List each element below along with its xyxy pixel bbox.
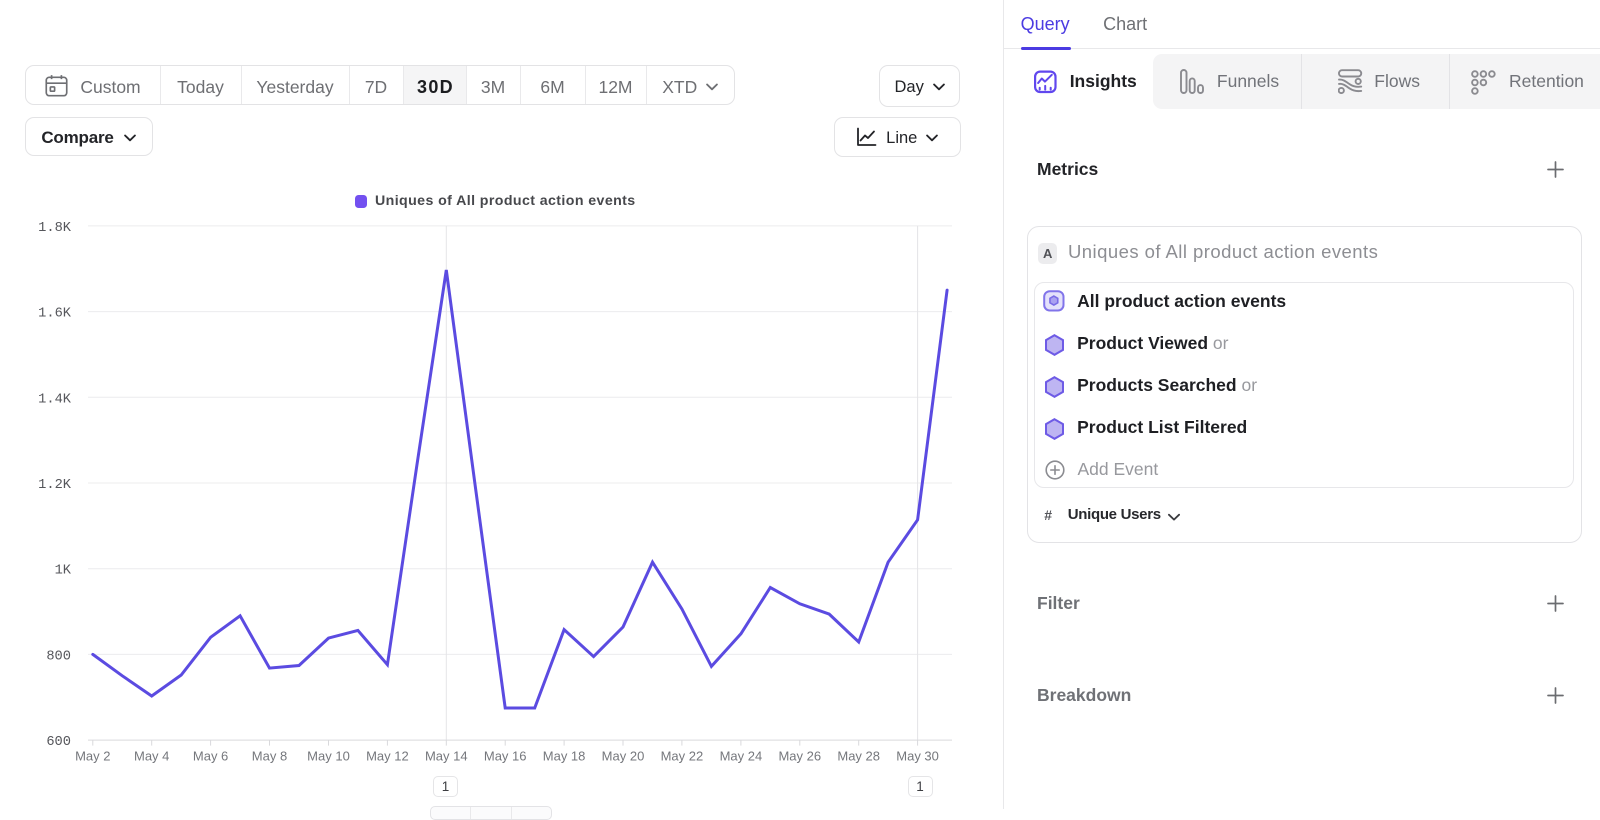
svg-text:May 26: May 26 bbox=[778, 749, 821, 764]
svg-text:1.4K: 1.4K bbox=[38, 392, 72, 407]
svg-text:May 18: May 18 bbox=[543, 749, 586, 764]
svg-text:1.6K: 1.6K bbox=[38, 307, 72, 322]
svg-text:May 12: May 12 bbox=[366, 749, 409, 764]
svg-text:May 6: May 6 bbox=[193, 749, 228, 764]
svg-text:May 14: May 14 bbox=[425, 749, 468, 764]
svg-text:1.2K: 1.2K bbox=[38, 478, 72, 493]
svg-text:May 16: May 16 bbox=[484, 749, 527, 764]
svg-text:May 4: May 4 bbox=[134, 749, 169, 764]
svg-text:May 30: May 30 bbox=[896, 749, 939, 764]
svg-text:May 8: May 8 bbox=[252, 749, 287, 764]
svg-text:1.8K: 1.8K bbox=[38, 221, 72, 236]
svg-text:800: 800 bbox=[46, 649, 71, 664]
svg-text:May 22: May 22 bbox=[661, 749, 704, 764]
svg-text:May 2: May 2 bbox=[75, 749, 110, 764]
svg-text:May 24: May 24 bbox=[720, 749, 763, 764]
svg-text:1K: 1K bbox=[55, 564, 72, 579]
svg-text:May 20: May 20 bbox=[602, 749, 645, 764]
svg-text:May 10: May 10 bbox=[307, 749, 350, 764]
svg-text:600: 600 bbox=[46, 735, 71, 750]
svg-text:May 28: May 28 bbox=[837, 749, 880, 764]
